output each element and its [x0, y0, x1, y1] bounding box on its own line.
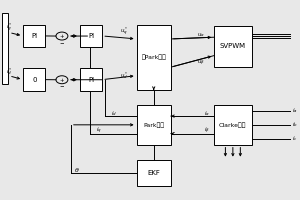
Bar	[136, 105, 171, 145]
Bar	[23, 25, 46, 47]
Bar	[23, 68, 46, 91]
Text: $+$: $+$	[59, 32, 65, 40]
Text: Park变换: Park变换	[143, 122, 164, 128]
Text: $-$: $-$	[59, 40, 65, 45]
Text: $i_c$: $i_c$	[292, 134, 297, 143]
Bar	[214, 26, 251, 67]
Text: 0: 0	[32, 77, 37, 83]
Text: $u_q^*$: $u_q^*$	[121, 26, 129, 38]
Bar	[136, 25, 171, 90]
Bar	[2, 13, 8, 84]
Text: $i_\alpha$: $i_\alpha$	[204, 109, 210, 118]
Text: PI: PI	[88, 77, 94, 83]
Bar	[80, 68, 102, 91]
Text: $u_d^*$: $u_d^*$	[121, 70, 129, 81]
Text: $i_d^*$: $i_d^*$	[6, 66, 12, 77]
Text: PI: PI	[31, 33, 38, 39]
Text: $u_\beta$: $u_\beta$	[197, 59, 205, 68]
Text: $\theta$: $\theta$	[74, 166, 80, 174]
Text: PI: PI	[88, 33, 94, 39]
Text: $+$: $+$	[59, 76, 65, 84]
Text: $i_q$: $i_q$	[96, 125, 102, 136]
Text: $i_b$: $i_b$	[292, 120, 298, 129]
Text: $i_d$: $i_d$	[111, 109, 117, 118]
Text: $i_q^*$: $i_q^*$	[6, 22, 12, 34]
Bar	[136, 160, 171, 186]
Text: $i_a$: $i_a$	[292, 106, 298, 115]
Text: EKF: EKF	[147, 170, 160, 176]
Text: $-$: $-$	[59, 84, 65, 89]
Text: $i_\beta$: $i_\beta$	[204, 125, 210, 136]
Text: 反Park变换: 反Park变换	[141, 55, 166, 60]
Text: $u_\alpha$: $u_\alpha$	[197, 31, 205, 39]
Bar	[80, 25, 102, 47]
Text: Clarke变换: Clarke变换	[219, 122, 247, 128]
Text: SVPWM: SVPWM	[220, 43, 246, 49]
Bar	[214, 105, 251, 145]
